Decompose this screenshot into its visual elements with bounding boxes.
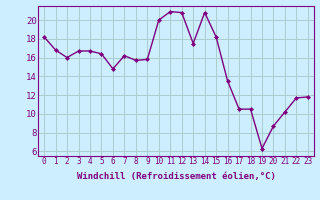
X-axis label: Windchill (Refroidissement éolien,°C): Windchill (Refroidissement éolien,°C)	[76, 172, 276, 181]
